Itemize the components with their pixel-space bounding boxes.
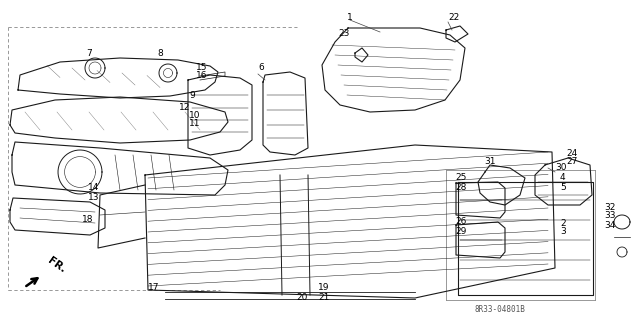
- Text: 18: 18: [82, 216, 93, 225]
- Text: 19: 19: [318, 284, 330, 293]
- Text: 21: 21: [318, 293, 330, 302]
- Text: 3: 3: [560, 227, 566, 236]
- Text: 14: 14: [88, 182, 99, 191]
- Text: 23: 23: [339, 29, 349, 39]
- Text: 16: 16: [196, 71, 207, 80]
- Text: 10: 10: [189, 110, 200, 120]
- Text: 11: 11: [189, 120, 200, 129]
- Text: 9: 9: [189, 91, 195, 100]
- Text: 6: 6: [258, 63, 264, 72]
- Text: 2: 2: [560, 219, 566, 227]
- Text: 26: 26: [455, 218, 467, 226]
- Text: 7: 7: [86, 48, 92, 57]
- Text: 31: 31: [484, 158, 495, 167]
- Text: 13: 13: [88, 194, 99, 203]
- Text: 33: 33: [604, 211, 616, 220]
- Text: 20: 20: [296, 293, 307, 302]
- Text: 5: 5: [560, 182, 566, 191]
- Text: 8R33-04801B: 8R33-04801B: [475, 306, 525, 315]
- Text: 4: 4: [560, 174, 566, 182]
- Text: 29: 29: [455, 226, 467, 235]
- Text: 34: 34: [604, 220, 616, 229]
- Text: 17: 17: [148, 284, 159, 293]
- Text: 32: 32: [604, 203, 616, 211]
- Text: 22: 22: [448, 12, 460, 21]
- Text: 15: 15: [196, 63, 207, 71]
- Text: 25: 25: [455, 174, 467, 182]
- Text: 24: 24: [566, 149, 577, 158]
- Text: 8: 8: [157, 49, 163, 58]
- Text: 30: 30: [555, 162, 566, 172]
- Text: 1: 1: [347, 12, 353, 21]
- Text: FR.: FR.: [46, 255, 68, 275]
- Text: 27: 27: [566, 158, 577, 167]
- Text: 12: 12: [179, 102, 190, 112]
- Text: 28: 28: [455, 182, 467, 191]
